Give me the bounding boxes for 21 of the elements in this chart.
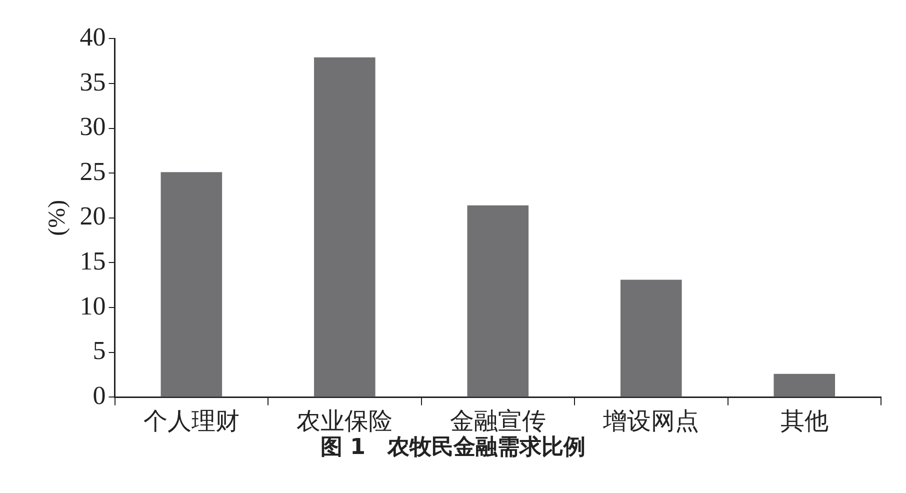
y-tick-label: 40 bbox=[80, 22, 106, 52]
y-tick-label: 15 bbox=[80, 246, 106, 276]
x-tick-label: 增设网点 bbox=[602, 406, 700, 435]
y-tick-label: 25 bbox=[80, 156, 106, 186]
bar bbox=[160, 172, 222, 397]
y-tick-label: 35 bbox=[80, 67, 106, 96]
bar bbox=[314, 57, 376, 397]
y-tick-label: 0 bbox=[92, 381, 106, 410]
y-tick-label: 20 bbox=[80, 202, 106, 231]
text: 图 1 农牧民金融需求比例 bbox=[320, 435, 586, 460]
y-axis-title: (%) bbox=[44, 200, 71, 236]
y-tick-label: 10 bbox=[80, 291, 106, 320]
bar bbox=[620, 280, 682, 397]
x-tick-label: 农业保险 bbox=[296, 406, 393, 435]
y-tick-label: 5 bbox=[92, 336, 106, 366]
bar bbox=[774, 374, 836, 397]
bar bbox=[467, 205, 529, 397]
x-tick-label: 个人理财 bbox=[143, 406, 240, 435]
x-tick-label: 其他 bbox=[780, 406, 828, 435]
x-tick-label: 金融宣传 bbox=[450, 406, 546, 435]
y-tick-label: 30 bbox=[80, 112, 106, 142]
